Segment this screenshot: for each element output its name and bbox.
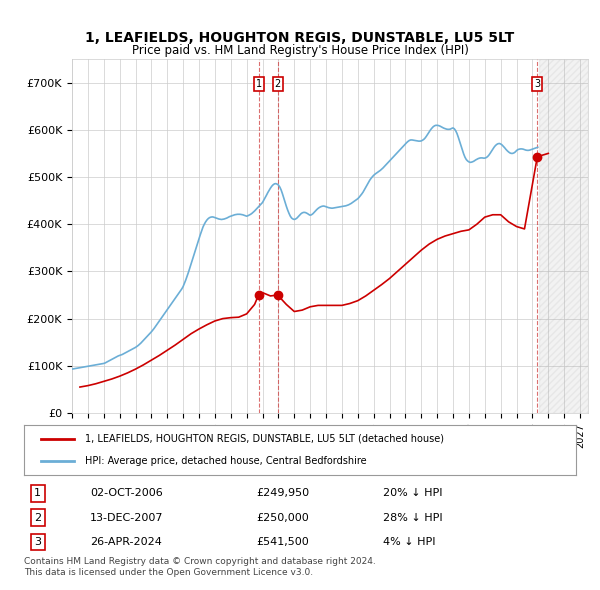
Text: £249,950: £249,950 [256, 489, 309, 499]
Text: 02-OCT-2006: 02-OCT-2006 [90, 489, 163, 499]
Text: Contains HM Land Registry data © Crown copyright and database right 2024.: Contains HM Land Registry data © Crown c… [24, 557, 376, 566]
Text: 1: 1 [256, 79, 262, 88]
Text: 3: 3 [534, 79, 540, 88]
Text: HPI: Average price, detached house, Central Bedfordshire: HPI: Average price, detached house, Cent… [85, 456, 367, 466]
Text: 1, LEAFIELDS, HOUGHTON REGIS, DUNSTABLE, LU5 5LT: 1, LEAFIELDS, HOUGHTON REGIS, DUNSTABLE,… [85, 31, 515, 45]
Text: 20% ↓ HPI: 20% ↓ HPI [383, 489, 442, 499]
Text: 26-APR-2024: 26-APR-2024 [90, 537, 162, 547]
Text: £541,500: £541,500 [256, 537, 308, 547]
Text: £250,000: £250,000 [256, 513, 308, 523]
Text: Price paid vs. HM Land Registry's House Price Index (HPI): Price paid vs. HM Land Registry's House … [131, 44, 469, 57]
Text: 4% ↓ HPI: 4% ↓ HPI [383, 537, 436, 547]
Bar [539, 59, 588, 413]
Text: This data is licensed under the Open Government Licence v3.0.: This data is licensed under the Open Gov… [24, 568, 313, 577]
Text: 2: 2 [274, 79, 281, 88]
Text: 3: 3 [34, 537, 41, 547]
Text: 28% ↓ HPI: 28% ↓ HPI [383, 513, 442, 523]
Text: 1: 1 [34, 489, 41, 499]
Text: 2: 2 [34, 513, 41, 523]
Text: 13-DEC-2007: 13-DEC-2007 [90, 513, 164, 523]
Text: 1, LEAFIELDS, HOUGHTON REGIS, DUNSTABLE, LU5 5LT (detached house): 1, LEAFIELDS, HOUGHTON REGIS, DUNSTABLE,… [85, 434, 444, 444]
